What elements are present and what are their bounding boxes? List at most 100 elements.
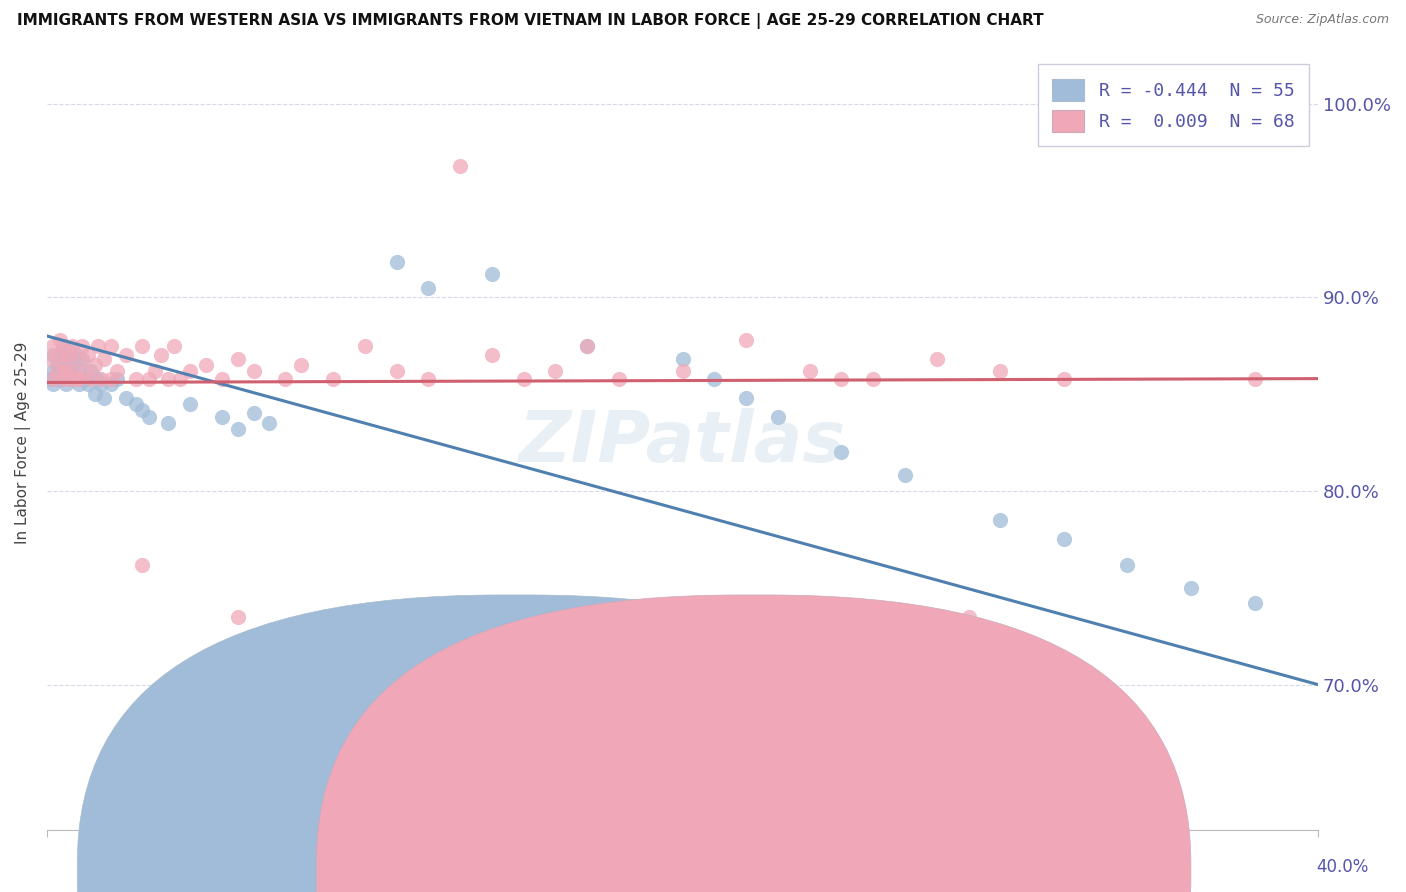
Point (45, 348, 67, 362)
Point (607, 624, 630, 638)
Point (1053, 533, 1076, 547)
Point (55, 364, 77, 378)
Point (67, 352, 90, 367)
Point (1180, 581, 1202, 595)
Point (576, 339, 599, 353)
Point (481, 267, 503, 281)
Point (322, 371, 344, 385)
Point (353, 339, 375, 353)
Point (90, 371, 112, 385)
Point (70, 352, 93, 367)
Point (385, 255, 408, 269)
Point (48, 348, 70, 362)
Text: 0.0%: 0.0% (84, 858, 127, 876)
Point (45, 371, 67, 385)
Point (93, 391, 115, 405)
Point (55, 352, 77, 367)
Point (83, 387, 105, 401)
Point (242, 364, 264, 378)
Point (226, 610, 249, 624)
Point (163, 339, 186, 353)
Point (735, 391, 758, 405)
Point (67, 364, 90, 378)
Point (58, 344, 80, 359)
Point (67, 371, 90, 385)
Point (988, 513, 1011, 527)
Point (58, 371, 80, 385)
Point (60, 364, 83, 378)
Point (671, 352, 693, 367)
Point (481, 348, 503, 362)
Point (48, 364, 70, 378)
Point (1243, 596, 1265, 610)
Text: Immigrants from Vietnam: Immigrants from Vietnam (776, 864, 973, 879)
Point (48, 333, 70, 347)
Point (156, 371, 179, 385)
Point (830, 371, 852, 385)
Point (179, 397, 201, 411)
Text: ZIPatlas: ZIPatlas (519, 408, 846, 477)
Point (418, 280, 440, 294)
Point (75, 371, 97, 385)
Point (150, 348, 173, 362)
Point (894, 468, 917, 483)
Point (862, 371, 884, 385)
Point (194, 358, 217, 372)
Point (830, 445, 852, 459)
Point (80, 364, 103, 378)
Point (93, 352, 115, 367)
Point (70, 339, 93, 353)
Point (58, 348, 80, 362)
Point (418, 371, 440, 385)
Point (87, 371, 110, 385)
Legend: R = -0.444  N = 55, R =  0.009  N = 68: R = -0.444 N = 55, R = 0.009 N = 68 (1038, 64, 1309, 146)
Point (449, 159, 471, 173)
Point (105, 364, 128, 378)
Point (512, 701, 534, 715)
Point (512, 371, 534, 385)
Point (42, 348, 65, 362)
Point (58, 364, 80, 378)
Text: Source: ZipAtlas.com: Source: ZipAtlas.com (1256, 13, 1389, 27)
Point (42, 371, 65, 385)
Point (105, 371, 128, 385)
Text: Immigrants from Western Asia: Immigrants from Western Asia (537, 864, 770, 879)
Point (274, 371, 297, 385)
Point (607, 371, 630, 385)
Point (226, 352, 249, 367)
Point (385, 364, 408, 378)
Point (957, 610, 980, 624)
Point (143, 364, 166, 378)
Point (115, 348, 138, 362)
Point (125, 371, 148, 385)
Point (52, 371, 75, 385)
Point (766, 410, 789, 425)
Point (60, 371, 83, 385)
Point (1053, 371, 1076, 385)
Point (87, 339, 110, 353)
Point (42, 364, 65, 378)
Point (80, 371, 103, 385)
Point (131, 402, 153, 417)
Y-axis label: In Labor Force | Age 25-29: In Labor Force | Age 25-29 (15, 342, 31, 544)
Point (52, 339, 75, 353)
Point (67, 377, 90, 392)
Point (353, 654, 375, 668)
Point (1116, 558, 1139, 572)
Point (735, 333, 758, 347)
Point (45, 364, 67, 378)
Point (259, 416, 281, 430)
Point (703, 371, 725, 385)
Point (242, 407, 264, 421)
Point (226, 422, 249, 436)
Point (60, 358, 83, 372)
Point (100, 339, 122, 353)
Point (42, 377, 65, 392)
Point (55, 344, 77, 359)
Point (115, 391, 138, 405)
Point (211, 371, 233, 385)
Point (39, 371, 62, 385)
Text: 40.0%: 40.0% (1316, 858, 1369, 876)
Point (544, 364, 567, 378)
Point (83, 358, 105, 372)
